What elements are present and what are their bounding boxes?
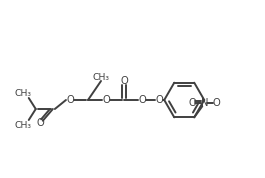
Text: O: O: [155, 95, 163, 105]
Text: O: O: [188, 98, 196, 108]
Text: O: O: [102, 95, 110, 105]
Text: O: O: [120, 76, 128, 86]
Text: CH₃: CH₃: [14, 88, 31, 98]
Text: N: N: [201, 98, 208, 108]
Text: O: O: [66, 95, 74, 105]
Text: CH₃: CH₃: [14, 121, 31, 130]
Text: O: O: [37, 118, 45, 128]
Text: O: O: [138, 95, 146, 105]
Text: O: O: [212, 98, 220, 108]
Text: CH₃: CH₃: [92, 72, 109, 82]
